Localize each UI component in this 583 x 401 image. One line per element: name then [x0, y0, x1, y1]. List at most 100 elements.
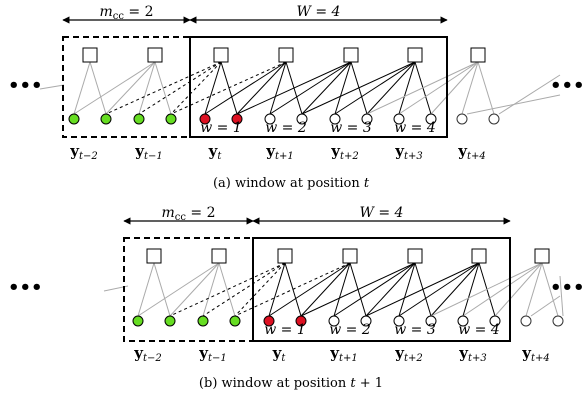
- symbol-label: yt: [272, 344, 287, 364]
- check-node: [147, 47, 163, 63]
- ellipsis-left: •••: [8, 277, 43, 298]
- symbol-label-sub: t+3: [404, 151, 423, 162]
- variable-node: [488, 113, 500, 125]
- window-size-label: W = 4: [360, 205, 404, 221]
- variable-node: [329, 113, 341, 125]
- edge: [333, 262, 416, 317]
- check-node: [342, 248, 358, 264]
- symbol-label-sub: t−2: [143, 353, 162, 364]
- check-node: [211, 248, 227, 264]
- variable-node: [456, 113, 468, 125]
- edge: [202, 262, 220, 317]
- edge: [541, 262, 559, 317]
- check-node: [277, 248, 293, 264]
- check-node: [146, 248, 162, 264]
- variable-node: [393, 113, 405, 125]
- edge: [268, 262, 286, 317]
- edge: [301, 61, 352, 115]
- edge: [170, 61, 222, 115]
- continuation-edge-right: [466, 94, 561, 115]
- edge: [154, 61, 172, 115]
- symbol-label: yt+1: [329, 344, 357, 364]
- variable-node: [264, 113, 276, 125]
- edge: [89, 61, 107, 115]
- edge: [334, 61, 352, 115]
- variable-node: [295, 315, 307, 327]
- variable-node: [457, 315, 469, 327]
- symbol-label: yt+4: [457, 142, 485, 162]
- edge: [462, 262, 480, 317]
- ellipsis-right: •••: [550, 75, 583, 96]
- symbol-label-sub: t+4: [467, 151, 486, 162]
- caption-variable: t: [350, 376, 356, 391]
- edge: [430, 262, 543, 317]
- variable-node: [165, 113, 177, 125]
- panel-caption: (b) window at position t + 1: [199, 376, 383, 391]
- check-node: [82, 47, 98, 63]
- variable-node: [489, 315, 501, 327]
- edge: [269, 61, 352, 115]
- variable-node: [425, 315, 437, 327]
- symbol-label-base: y: [394, 142, 405, 160]
- check-node: [470, 47, 486, 63]
- variable-node: [231, 113, 243, 125]
- continuation-edge-right: [498, 74, 561, 115]
- window-position-label: w = 3: [330, 120, 372, 136]
- variable-node: [164, 315, 176, 327]
- symbol-label-base: y: [208, 142, 219, 160]
- edge: [204, 61, 287, 115]
- mcc-label: mcc = 2: [161, 205, 215, 223]
- variable-node: [263, 315, 275, 327]
- variable-node: [296, 113, 308, 125]
- symbol-label-sub: t+1: [275, 151, 294, 162]
- check-node: [534, 248, 550, 264]
- variable-node: [199, 113, 211, 125]
- symbol-label: yt−2: [69, 142, 97, 162]
- symbol-label-sub: t−2: [79, 151, 98, 162]
- edge: [236, 61, 287, 115]
- edge: [138, 61, 156, 115]
- edge: [494, 262, 543, 317]
- edge: [300, 262, 416, 317]
- window-position-label: w = 4: [458, 322, 500, 338]
- window-position-label: w = 2: [329, 322, 371, 338]
- edge: [234, 262, 286, 317]
- edge: [236, 61, 352, 115]
- edge: [137, 262, 155, 317]
- window-position-label: w = 1: [200, 120, 242, 136]
- variable-node: [361, 113, 373, 125]
- continuation-edge-right: [559, 275, 564, 317]
- edge: [169, 262, 220, 317]
- mcc-label-sub: cc: [175, 212, 187, 223]
- symbol-label-sub: t−1: [208, 353, 227, 364]
- edge: [153, 262, 171, 317]
- variable-node: [393, 315, 405, 327]
- continuation-edge-left: [39, 84, 65, 90]
- caption-prefix: (b) window at position: [199, 376, 350, 391]
- symbol-label: yt−1: [198, 344, 226, 364]
- edge: [398, 262, 416, 317]
- window-position-label: w = 4: [394, 120, 436, 136]
- edge: [137, 262, 220, 317]
- window-position-label: w = 1: [264, 322, 306, 338]
- symbol-label-sub: t+1: [339, 353, 358, 364]
- symbol-label-sub: t+3: [468, 353, 487, 364]
- caption-variable: t: [364, 176, 370, 191]
- symbol-label-base: y: [133, 344, 144, 362]
- edge: [462, 262, 543, 317]
- symbol-label: yt+3: [394, 142, 422, 162]
- symbol-label-sub: t+2: [404, 353, 423, 364]
- edge: [268, 262, 351, 317]
- variable-node: [520, 315, 532, 327]
- mcc-label-value: = 2: [124, 4, 154, 20]
- mcc-label-base: m: [161, 205, 174, 221]
- edge: [334, 61, 416, 115]
- symbol-label-sub: t+4: [531, 353, 550, 364]
- caption-suffix: + 1: [356, 376, 383, 391]
- symbol-label-sub: t−1: [144, 151, 163, 162]
- symbol-label: yt+2: [330, 142, 358, 162]
- symbol-label-base: y: [134, 142, 145, 160]
- mcc-label-base: m: [99, 4, 112, 20]
- check-node: [278, 47, 294, 63]
